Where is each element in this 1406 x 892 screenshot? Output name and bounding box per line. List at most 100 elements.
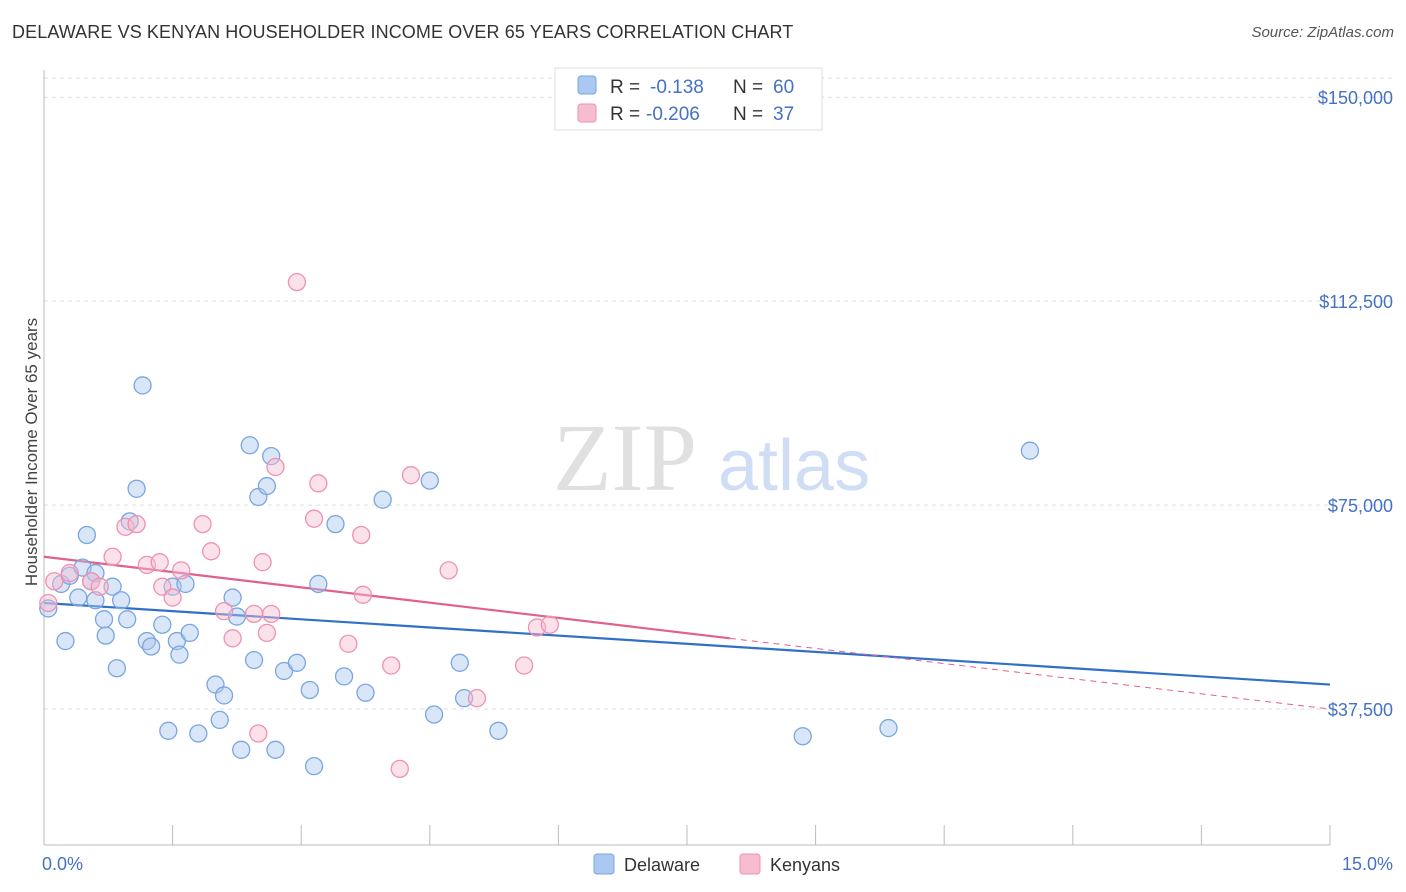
bottom-legend-swatch-kenyans bbox=[739, 853, 761, 875]
delaware-point-42 bbox=[287, 653, 307, 672]
kenyans-point-15 bbox=[214, 601, 234, 621]
kenyans-point-18 bbox=[249, 724, 268, 743]
legend-r-label-delaware: R = bbox=[610, 77, 640, 98]
kenyans-point-9 bbox=[150, 553, 169, 572]
delaware-point-32 bbox=[223, 588, 242, 607]
kenyans-point-7 bbox=[127, 514, 146, 534]
delaware-point-52 bbox=[450, 653, 469, 672]
delaware-point-18 bbox=[133, 376, 152, 395]
delaware-point-53 bbox=[454, 689, 474, 708]
delaware-point-45 bbox=[309, 574, 328, 594]
kenyans-point-11 bbox=[163, 588, 182, 607]
delaware-point-41 bbox=[274, 661, 294, 681]
legend-n-value-delaware: 60 bbox=[773, 77, 794, 98]
kenyans-point-19 bbox=[253, 553, 272, 572]
legend-n-label-kenyans: N = bbox=[733, 104, 763, 125]
kenyans-point-12 bbox=[172, 561, 191, 580]
kenyans-point-25 bbox=[309, 474, 328, 493]
kenyans-point-0 bbox=[39, 593, 58, 613]
kenyans-point-30 bbox=[390, 759, 409, 779]
bottom-legend-label-delaware: Delaware bbox=[624, 855, 700, 875]
delaware-point-22 bbox=[159, 721, 178, 740]
delaware-point-0 bbox=[39, 599, 58, 618]
delaware-point-21 bbox=[153, 615, 172, 634]
y-tick-labels: $37,500 $75,000 $112,500 $150,000 bbox=[1318, 88, 1393, 720]
kenyans-point-34 bbox=[514, 656, 534, 675]
delaware-point-35 bbox=[240, 436, 259, 455]
delaware-point-36 bbox=[244, 650, 264, 670]
legend-r-label-kenyans: R = bbox=[610, 104, 640, 125]
kenyans-point-23 bbox=[287, 272, 307, 292]
bottom-legend-label-kenyans: Kenyans bbox=[770, 855, 840, 875]
x-tick-labels: 0.0% 15.0% bbox=[42, 854, 1393, 874]
delaware-point-6 bbox=[77, 525, 97, 545]
kenyans-point-14 bbox=[202, 542, 221, 561]
legend-r-value-delaware: -0.138 bbox=[650, 77, 704, 98]
delaware-point-43 bbox=[300, 680, 319, 700]
delaware-point-27 bbox=[180, 623, 199, 643]
watermark-zip: ZIP bbox=[553, 404, 697, 511]
legend-box: R = -0.138 N = 60 R = -0.206 N = 37 bbox=[554, 67, 823, 131]
kenyans-point-36 bbox=[540, 615, 559, 634]
delaware-point-40 bbox=[266, 740, 285, 759]
kenyans-point-27 bbox=[352, 525, 371, 545]
delaware-point-20 bbox=[142, 637, 161, 656]
y-axis-label: Householder Income Over 65 years bbox=[22, 318, 41, 586]
delaware-point-11 bbox=[96, 626, 115, 645]
delaware-point-8 bbox=[86, 591, 105, 610]
legend-swatch-kenyans bbox=[577, 103, 597, 123]
delaware-point-49 bbox=[373, 490, 392, 509]
legend-n-value-kenyans: 37 bbox=[773, 104, 794, 125]
delaware-trend-line-0 bbox=[43, 601, 1331, 686]
kenyans-point-24 bbox=[304, 509, 324, 528]
kenyans-point-31 bbox=[401, 466, 421, 485]
x-tick-label-1: 15.0% bbox=[1342, 854, 1393, 874]
bottom-legend-swatch-delaware bbox=[593, 853, 615, 875]
kenyans-point-16 bbox=[223, 629, 242, 648]
delaware-point-34 bbox=[232, 740, 251, 759]
chart-source: Source: ZipAtlas.com bbox=[1251, 24, 1394, 41]
legend-swatch-delaware bbox=[577, 75, 597, 95]
kenyans-point-33 bbox=[467, 689, 487, 708]
y-tick-label-0: $37,500 bbox=[1328, 700, 1393, 720]
delaware-point-28 bbox=[189, 724, 208, 743]
delaware-point-17 bbox=[127, 479, 146, 498]
y-tick-label-1: $75,000 bbox=[1328, 496, 1393, 516]
axes bbox=[43, 70, 1331, 846]
delaware-point-48 bbox=[356, 683, 375, 702]
delaware-point-13 bbox=[107, 659, 127, 678]
delaware-point-25 bbox=[170, 645, 189, 664]
delaware-point-56 bbox=[879, 718, 898, 738]
delaware-point-4 bbox=[69, 588, 88, 607]
watermark-atlas: atlas bbox=[718, 426, 870, 506]
delaware-point-47 bbox=[334, 667, 354, 686]
data-points bbox=[39, 272, 1040, 779]
kenyans-point-4 bbox=[90, 577, 109, 596]
legend-r-value-kenyans: -0.206 bbox=[646, 104, 700, 125]
kenyans-point-2 bbox=[60, 563, 79, 583]
kenyans-point-13 bbox=[193, 514, 212, 534]
delaware-point-51 bbox=[424, 705, 444, 724]
x-tick-label-0: 0.0% bbox=[42, 854, 83, 874]
y-tick-label-3: $150,000 bbox=[1318, 88, 1393, 108]
delaware-point-31 bbox=[214, 686, 234, 705]
bottom-legend: Delaware Kenyans bbox=[593, 853, 840, 875]
delaware-point-57 bbox=[1020, 441, 1040, 460]
delaware-point-38 bbox=[257, 476, 277, 496]
y-tick-label-2: $112,500 bbox=[1319, 292, 1393, 312]
chart-title: DELAWARE VS KENYAN HOUSEHOLDER INCOME OV… bbox=[12, 22, 794, 42]
delaware-point-26 bbox=[176, 574, 195, 594]
kenyans-trend-line-2 bbox=[729, 637, 1331, 710]
kenyans-point-28 bbox=[353, 585, 373, 604]
delaware-point-54 bbox=[489, 721, 508, 740]
delaware-point-15 bbox=[118, 610, 137, 629]
kenyans-point-17 bbox=[244, 604, 264, 624]
kenyans-point-1 bbox=[45, 572, 64, 591]
delaware-point-55 bbox=[793, 727, 812, 746]
delaware-point-50 bbox=[420, 471, 439, 490]
kenyans-point-32 bbox=[439, 561, 458, 580]
delaware-point-39 bbox=[262, 446, 281, 466]
watermark: ZIP atlas bbox=[553, 404, 870, 511]
kenyans-point-5 bbox=[103, 547, 122, 566]
